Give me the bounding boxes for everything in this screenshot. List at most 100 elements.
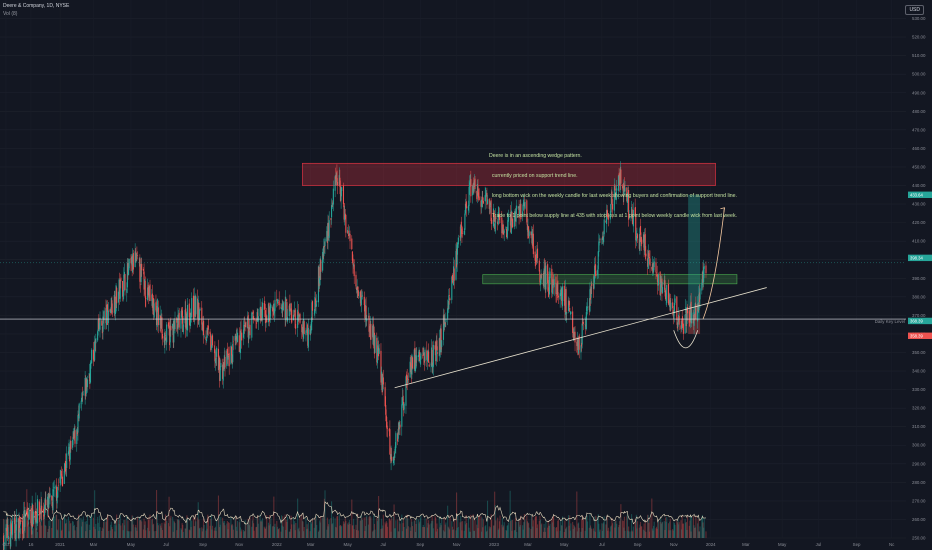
candle-body xyxy=(173,319,175,343)
candle-body xyxy=(469,182,471,187)
volume-bar xyxy=(548,525,550,538)
volume-legend[interactable]: Vol (8) xyxy=(3,11,18,17)
candle-body xyxy=(456,245,458,265)
volume-bar xyxy=(577,523,579,538)
volume-bar xyxy=(335,526,337,538)
y-tick-label: 440.00 xyxy=(912,183,926,188)
candle-body xyxy=(597,251,599,270)
volume-bar xyxy=(411,526,414,538)
volume-bar xyxy=(620,504,622,538)
volume-bar xyxy=(573,524,575,538)
candle-body xyxy=(520,203,522,220)
volume-bar xyxy=(580,531,582,538)
candle-body xyxy=(72,431,74,440)
candle-body xyxy=(595,270,597,277)
candle-body xyxy=(572,333,574,335)
volume-bar xyxy=(467,517,470,538)
volume-bar xyxy=(260,520,262,538)
candle-body xyxy=(677,321,679,327)
candle-body xyxy=(91,349,93,364)
volume-bar xyxy=(603,522,605,538)
volume-bar xyxy=(90,515,92,538)
candle-body xyxy=(348,233,350,235)
volume-bar xyxy=(536,527,538,538)
candle-body xyxy=(36,499,39,524)
candle-body xyxy=(582,322,584,324)
candle-body xyxy=(627,192,629,197)
candle-body xyxy=(310,329,312,334)
volume-bar xyxy=(453,518,455,538)
volume-bar xyxy=(374,529,376,538)
candle-body xyxy=(555,276,557,295)
volume-bar xyxy=(57,519,59,538)
volume-bar xyxy=(97,522,99,538)
volume-bar xyxy=(138,516,140,538)
volume-bar xyxy=(102,528,104,538)
volume-bar xyxy=(432,528,434,538)
volume-bar xyxy=(435,531,437,538)
volume-bar xyxy=(528,523,530,538)
volume-bar xyxy=(701,515,703,538)
volume-bar xyxy=(139,520,141,538)
volume-bar xyxy=(388,518,390,538)
candle-body xyxy=(181,309,183,318)
candle-body xyxy=(573,334,575,340)
candle-body xyxy=(164,332,166,346)
candle-body xyxy=(124,274,126,291)
volume-bar xyxy=(331,524,333,538)
candle-body xyxy=(649,258,651,266)
candle-body xyxy=(128,266,130,276)
candle-body xyxy=(460,224,462,239)
volume-bar xyxy=(301,514,303,538)
volume-bar xyxy=(593,530,595,538)
volume-bar xyxy=(470,514,472,538)
analysis-line-4: Trade to 1 point below supply line at 43… xyxy=(489,212,737,219)
candle-body xyxy=(274,299,276,312)
volume-bar xyxy=(472,516,474,538)
candle-body xyxy=(144,280,146,298)
candle-body xyxy=(682,322,684,327)
candle-body xyxy=(56,487,58,501)
symbol-title[interactable]: Deere & Company, 1D, NYSE xyxy=(3,3,70,9)
volume-bar xyxy=(603,516,605,538)
candle-body xyxy=(481,196,483,201)
volume-bar xyxy=(588,527,590,538)
candle-body xyxy=(432,344,434,367)
candle-body xyxy=(667,283,670,304)
candle-body xyxy=(572,311,574,334)
candle-body xyxy=(507,217,509,222)
candle-body xyxy=(7,535,9,539)
candle-body xyxy=(143,271,145,290)
volume-bar xyxy=(201,527,203,538)
volume-bar xyxy=(510,521,512,538)
candle-body xyxy=(495,217,497,219)
volume-bar xyxy=(273,526,275,538)
candle-body xyxy=(305,330,307,336)
candle-body xyxy=(591,284,593,286)
candle-body xyxy=(407,378,409,383)
volume-bar xyxy=(584,530,586,538)
volume-bar xyxy=(486,530,488,538)
volume-bar xyxy=(435,517,437,538)
volume-bar xyxy=(173,520,175,538)
volume-bar xyxy=(660,517,662,538)
candle-body xyxy=(261,308,263,321)
candle-body xyxy=(376,337,378,363)
volume-bar xyxy=(468,527,470,538)
candle-body xyxy=(694,314,696,317)
currency-button[interactable]: USD xyxy=(905,5,924,15)
volume-bar xyxy=(381,528,383,538)
volume-layer xyxy=(3,489,707,538)
volume-bar xyxy=(398,531,400,538)
volume-bar xyxy=(685,522,687,538)
candle-body xyxy=(573,331,575,339)
candle-body xyxy=(628,190,630,220)
candle-body xyxy=(336,170,338,183)
volume-bar xyxy=(372,530,374,538)
candle-body xyxy=(322,253,324,258)
volume-bar xyxy=(309,531,311,538)
volume-bar xyxy=(591,528,593,538)
volume-bar xyxy=(439,523,442,538)
x-tick-label: Jul xyxy=(163,542,169,547)
